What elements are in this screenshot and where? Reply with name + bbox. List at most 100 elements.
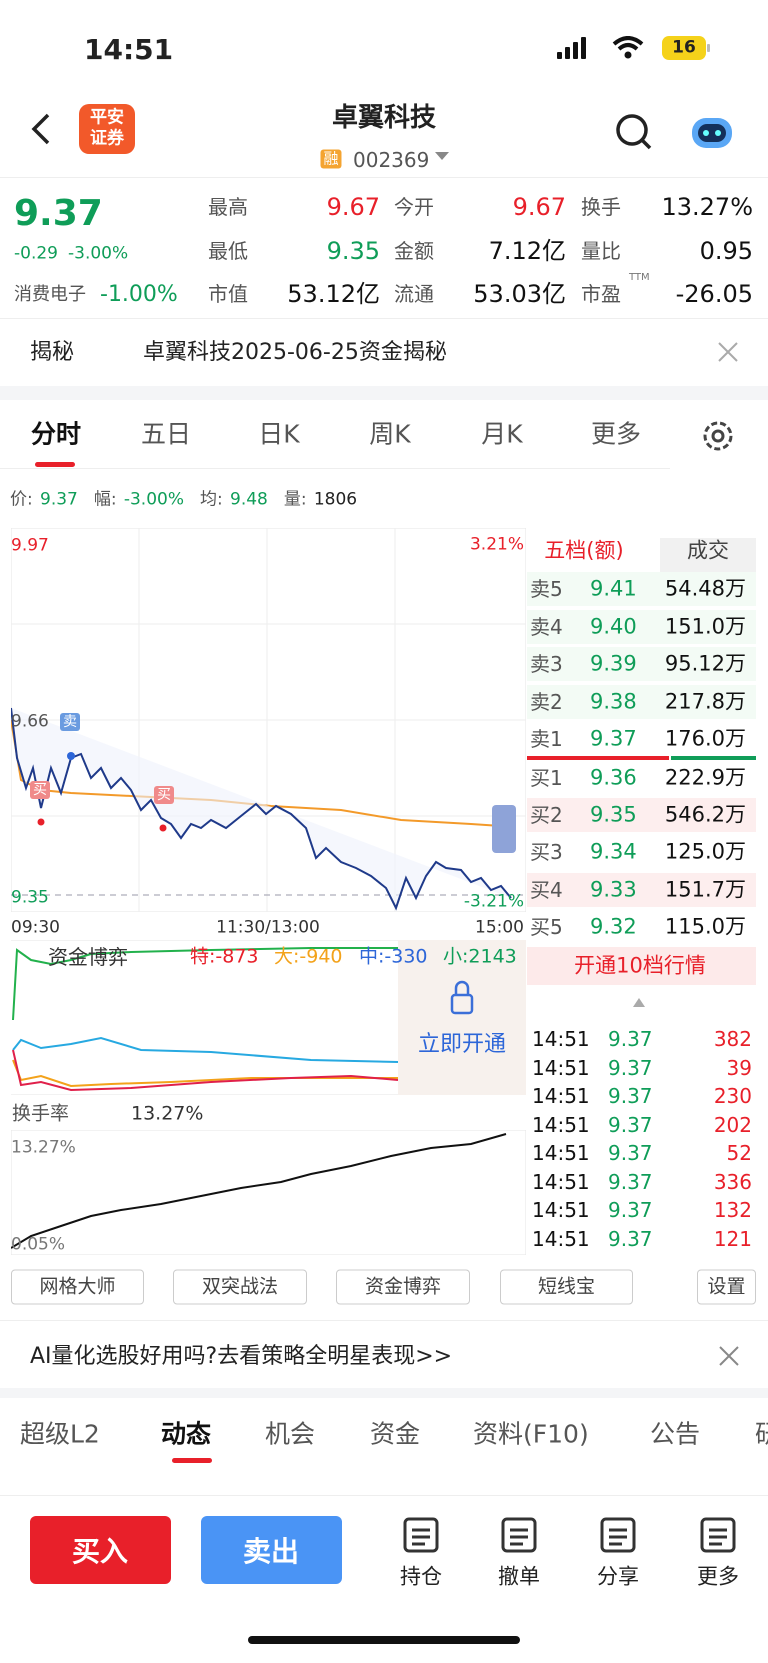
battery-cap — [707, 44, 710, 52]
home-indicator — [248, 1636, 520, 1644]
tool-button[interactable]: 短线宝 — [500, 1269, 633, 1305]
action-icon[interactable] — [499, 1515, 539, 1555]
divider — [0, 1495, 768, 1496]
buy-marker: 买 — [154, 786, 174, 804]
panel-title[interactable]: 资金博弈 — [48, 945, 128, 969]
search-button[interactable] — [614, 112, 654, 152]
book-price: 9.33 — [590, 877, 637, 902]
ad-text[interactable]: AI量化选股好用吗?去看策略全明星表现>> — [30, 1344, 453, 1369]
stock-code: 002369 — [353, 148, 430, 172]
book-amount: 54.48万 — [664, 576, 746, 601]
book-amount: 546.2万 — [664, 802, 746, 827]
sell-label[interactable]: 卖出 — [242, 1535, 300, 1568]
sell-marker: 卖 — [60, 713, 80, 731]
book-tab[interactable]: 成交 — [687, 538, 729, 563]
action-icon[interactable] — [401, 1515, 441, 1555]
trade-price: 9.37 — [608, 1198, 653, 1222]
tool-button[interactable]: 双突战法 — [173, 1269, 307, 1305]
close-notice[interactable] — [716, 340, 740, 364]
section-tab[interactable]: 公告 — [650, 1419, 701, 1449]
trade-price: 9.37 — [608, 1112, 653, 1137]
book-amount: 151.0万 — [664, 614, 746, 639]
info-value: -3.00% — [123, 489, 184, 510]
sell-button[interactable] — [201, 1516, 342, 1584]
info-value: 9.37 — [40, 489, 78, 510]
action-icon[interactable] — [598, 1515, 638, 1555]
trade-volume: 132 — [713, 1198, 752, 1222]
trade-price: 9.37 — [608, 1141, 653, 1165]
ask-bid-green — [671, 756, 756, 760]
row-bg — [527, 798, 756, 832]
buy-marker: 买 — [30, 781, 50, 799]
panel-title[interactable]: 换手率 — [12, 1102, 70, 1125]
info-value: 1806 — [313, 489, 358, 510]
stat-label: 今开 — [394, 195, 434, 219]
section-tab[interactable]: 动态 — [161, 1419, 212, 1449]
book-price: 9.37 — [590, 726, 637, 751]
sector-change: -1.00% — [100, 282, 178, 307]
book-level: 卖1 — [530, 727, 563, 751]
expand-chart[interactable] — [492, 805, 516, 853]
trade-price: 9.37 — [608, 1055, 653, 1080]
upgrade-bg[interactable] — [527, 947, 756, 985]
section-tab[interactable]: 超级L2 — [20, 1419, 100, 1449]
gap — [0, 386, 768, 400]
divider — [0, 1320, 768, 1321]
assistant-button[interactable] — [688, 112, 736, 152]
tool-button[interactable]: 网格大师 — [11, 1269, 144, 1305]
logo-text: 证券 — [90, 128, 124, 149]
price-chart — [11, 528, 526, 912]
close-ad[interactable] — [718, 1345, 740, 1367]
stat-value: 53.03亿 — [473, 280, 566, 308]
row-bg — [527, 873, 756, 907]
section-tab[interactable]: 机会 — [265, 1419, 316, 1449]
back-button[interactable] — [28, 112, 54, 146]
section-tab[interactable]: 资金 — [370, 1419, 421, 1449]
row-bg — [527, 647, 756, 681]
stat-sup: TTM — [629, 272, 650, 283]
section-tab[interactable]: 研 — [755, 1419, 768, 1449]
chart-tab[interactable]: 分时 — [30, 419, 82, 449]
unlock-button[interactable]: 立即开通 — [417, 1032, 507, 1057]
row-bg — [527, 685, 756, 719]
chart-tab[interactable]: 月K — [481, 419, 523, 449]
book-price: 9.41 — [590, 576, 637, 601]
trade-volume: 121 — [713, 1226, 752, 1251]
chart-tab[interactable]: 五日 — [140, 419, 192, 449]
chart-tab[interactable]: 更多 — [590, 419, 642, 449]
signal-icon — [557, 37, 586, 59]
chart-tab[interactable]: 日K — [258, 419, 300, 449]
gap — [0, 1388, 768, 1398]
section-tab[interactable]: 资料(F10) — [473, 1419, 589, 1449]
sector-name: 消费电子 — [14, 284, 86, 305]
trade-volume: 52 — [726, 1141, 752, 1165]
logo-text: 平安 — [90, 107, 124, 128]
fund-item: 特:-873 — [190, 945, 259, 968]
notice-text[interactable]: 卓翼科技2025-06-25资金揭秘 — [143, 340, 447, 365]
action-label[interactable]: 更多 — [697, 1564, 739, 1589]
code-dropdown[interactable] — [434, 150, 450, 162]
ask-bid-red — [527, 756, 669, 760]
divider — [0, 177, 768, 178]
buy-label[interactable]: 买入 — [71, 1535, 129, 1568]
row-bg — [527, 610, 756, 644]
axis-label: 9.66 — [11, 711, 49, 732]
axis-label: 13.27% — [11, 1137, 76, 1158]
buy-button[interactable] — [30, 1516, 171, 1584]
book-amount: 95.12万 — [664, 651, 746, 676]
action-label[interactable]: 持仓 — [400, 1564, 442, 1589]
trade-time: 14:51 — [532, 1226, 590, 1251]
book-level: 买1 — [530, 766, 563, 790]
action-label[interactable]: 分享 — [597, 1564, 639, 1589]
upgrade-button[interactable]: 开通10档行情 — [574, 953, 706, 978]
margin-badge: 融 — [320, 149, 342, 169]
action-icon[interactable] — [698, 1515, 738, 1555]
tool-button[interactable]: 资金博弈 — [336, 1269, 470, 1305]
book-tab[interactable]: 五档(额) — [544, 538, 624, 563]
book-amount: 217.8万 — [664, 689, 746, 714]
info-label: 均: — [200, 489, 223, 510]
settings-button[interactable] — [700, 418, 736, 454]
action-label[interactable]: 撤单 — [498, 1564, 540, 1589]
tool-button[interactable]: 设置 — [697, 1269, 756, 1305]
chart-tab[interactable]: 周K — [369, 419, 411, 449]
